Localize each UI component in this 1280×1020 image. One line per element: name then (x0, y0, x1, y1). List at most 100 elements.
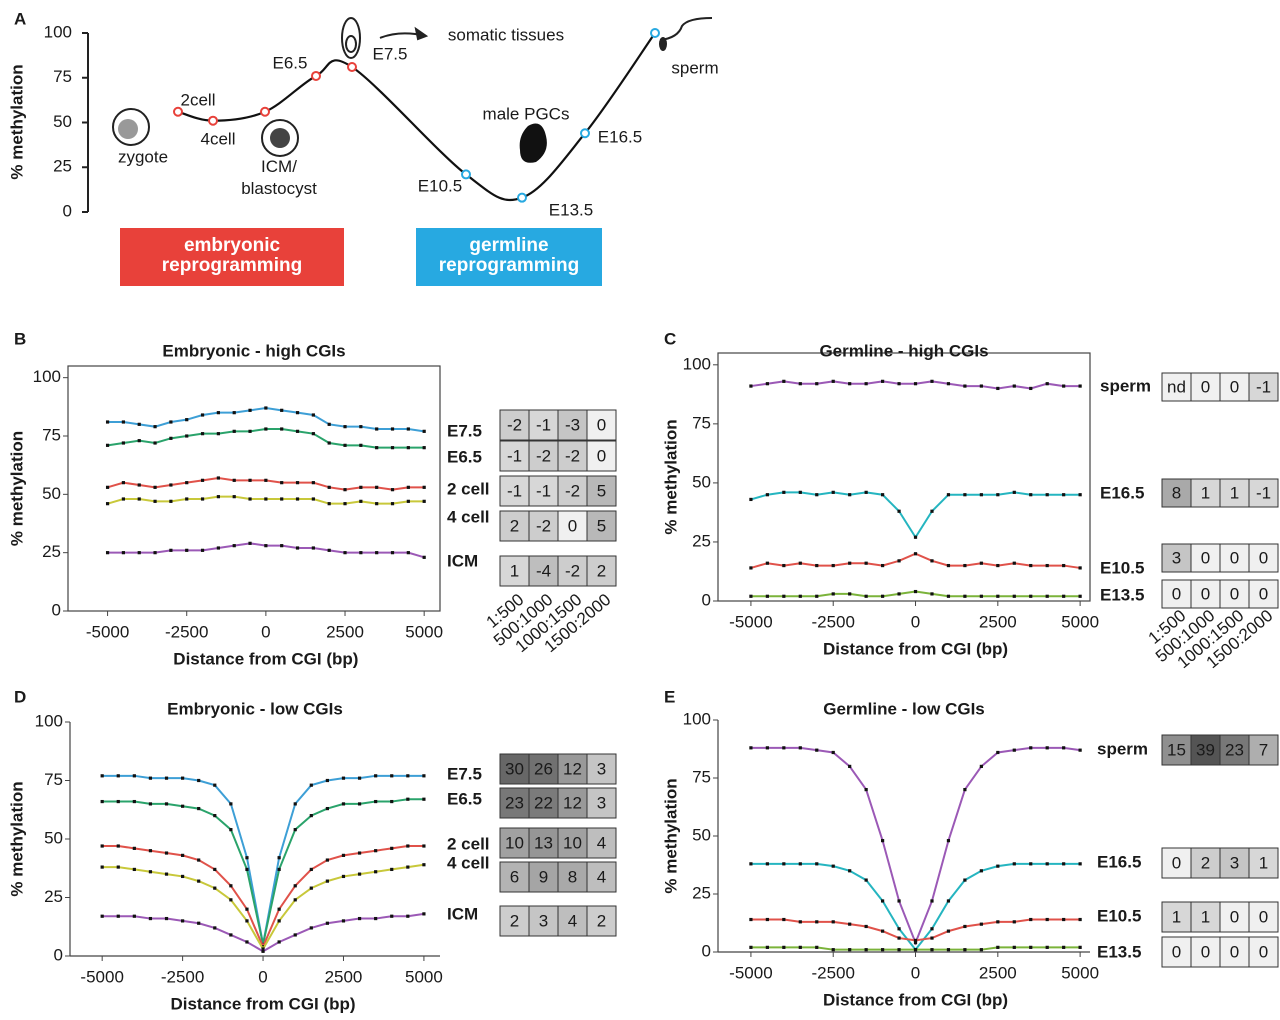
series-point (979, 384, 983, 388)
table-cell (1190, 936, 1221, 968)
series-point (137, 551, 141, 555)
table-cell (1190, 372, 1221, 402)
table-value: -2 (536, 446, 551, 465)
series-point (782, 746, 786, 750)
y-tick-label: 0 (63, 201, 72, 220)
series-point (232, 478, 236, 482)
row-label: E7.5 (447, 421, 482, 440)
annotation: zygote (118, 147, 168, 166)
table-value: 0 (1230, 548, 1239, 567)
x-axis-label: Distance from CGI (bp) (170, 994, 355, 1013)
series-point (913, 382, 918, 386)
series-point (1012, 920, 1016, 924)
series-point (325, 806, 329, 811)
table-value: 26 (534, 759, 553, 778)
series-point (1029, 945, 1033, 949)
series-point (200, 548, 205, 552)
zygote-icon (112, 108, 150, 146)
series-point (261, 945, 265, 949)
series-point (280, 481, 284, 485)
series-point (913, 941, 918, 945)
series-point (963, 563, 967, 568)
x-tick-label: -2500 (165, 622, 208, 641)
y-axis-label: % methylation (7, 431, 26, 546)
series-point (782, 862, 786, 866)
series-point (1062, 862, 1066, 866)
series-point (181, 919, 185, 923)
series-point (295, 481, 300, 485)
table-value: 4 (597, 867, 606, 886)
phase-label: embryonic reprogramming (161, 235, 303, 276)
series-point (765, 917, 769, 922)
table-value: 0 (1201, 548, 1210, 567)
table-value: 1 (1259, 853, 1268, 872)
series-point (913, 938, 918, 942)
panel-letter: C (664, 329, 676, 348)
series-point (831, 490, 835, 494)
table-value: 1 (1230, 483, 1239, 502)
series-point (245, 856, 249, 860)
series-point (197, 806, 201, 811)
series-point (897, 948, 901, 952)
series-point (422, 429, 426, 433)
series-point (765, 862, 769, 866)
table-value: 0 (1230, 942, 1239, 961)
panel-letter: A (14, 9, 26, 28)
series-point (1078, 493, 1082, 497)
x-tick-label: -5000 (729, 612, 772, 631)
series-point (216, 495, 220, 499)
table-value: 3 (597, 793, 606, 812)
phase-label: germline reprogramming (438, 235, 580, 276)
pgc-icon (519, 123, 547, 163)
series-point (280, 497, 284, 501)
table-value: 1 (1201, 907, 1210, 926)
y-tick-label: 100 (33, 367, 61, 386)
series-point (148, 870, 153, 874)
series-point (116, 844, 120, 848)
table-value: -1 (536, 415, 551, 434)
series-point (375, 485, 379, 489)
table-cell (528, 440, 559, 472)
row-label: E16.5 (1100, 483, 1144, 502)
series-point (132, 799, 136, 804)
series-point (765, 945, 769, 949)
series-point (1062, 594, 1066, 598)
table-cell (1190, 478, 1221, 508)
stage-label: sperm (671, 58, 718, 77)
table-value: 0 (597, 415, 606, 434)
series-point (979, 594, 983, 598)
series-point (293, 898, 297, 902)
series-point (248, 408, 252, 412)
series-point (148, 776, 153, 780)
series-point (930, 509, 934, 513)
table-value: 5 (597, 481, 606, 500)
x-tick-label: 5000 (405, 622, 443, 641)
series-point (213, 867, 217, 872)
x-tick-label: 2500 (326, 622, 364, 641)
series-point (293, 802, 297, 806)
series-point (963, 948, 967, 952)
y-tick-label: 0 (54, 945, 63, 964)
series-point (831, 750, 835, 755)
series-point (848, 561, 852, 565)
table-value: 3 (539, 911, 548, 930)
icons (112, 17, 713, 163)
y-axis-label: % methylation (661, 419, 680, 534)
y-tick-label: 100 (44, 22, 72, 41)
series-point (422, 912, 426, 916)
series-point (1045, 945, 1049, 949)
y-tick-label: 50 (692, 825, 711, 844)
series-point (1078, 594, 1082, 598)
table-value: -1 (1256, 377, 1271, 396)
table-cell (528, 475, 559, 507)
table-value: 0 (1201, 584, 1210, 603)
x-tick-label: 2500 (979, 612, 1017, 631)
series-point (390, 867, 394, 872)
series-point (881, 929, 885, 933)
table-value: -2 (565, 446, 580, 465)
series-point (390, 551, 395, 555)
series-point (293, 828, 297, 832)
blastocyst-icon (261, 119, 299, 157)
table-value: 15 (1167, 740, 1186, 759)
